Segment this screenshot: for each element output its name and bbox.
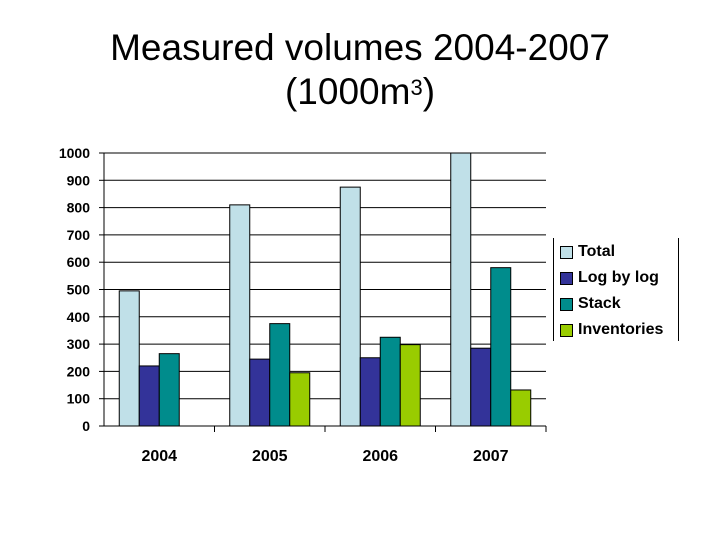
- y-tick-label: 800: [67, 200, 91, 216]
- bar-log-by-log: [138, 365, 160, 427]
- legend-label: Stack: [578, 295, 621, 312]
- y-tick-label: 200: [67, 363, 91, 379]
- bar-inventories: [510, 389, 532, 427]
- x-tick-label: 2005: [252, 448, 288, 465]
- legend-swatch: [560, 323, 573, 337]
- bar-stack: [379, 336, 401, 427]
- x-tick-label: 2007: [473, 448, 509, 465]
- x-tick-label: 2006: [362, 448, 398, 465]
- legend-item: Inventories: [560, 319, 663, 341]
- title-unit-prefix: (1000m: [284, 71, 411, 112]
- legend-label: Log by log: [578, 269, 659, 286]
- legend-swatch: [560, 245, 573, 259]
- title-line-1: Measured volumes 2004-2007: [110, 27, 610, 68]
- legend-item: Stack: [560, 293, 621, 315]
- bar-total: [339, 186, 361, 427]
- y-tick-label: 0: [82, 418, 90, 434]
- chart-legend: Total Log by log Stack Inventories: [553, 238, 679, 341]
- y-tick-label: 500: [67, 282, 91, 298]
- y-tick-label: 700: [67, 227, 91, 243]
- y-tick-label: 100: [67, 391, 91, 407]
- bar-stack: [490, 267, 512, 427]
- bar-log-by-log: [359, 357, 381, 427]
- y-tick-label: 900: [67, 172, 91, 188]
- y-tick-label: 1000: [59, 145, 90, 161]
- bar-stack: [269, 323, 291, 427]
- title-line-2: (1000m3): [0, 70, 720, 114]
- x-tick-label: 2004: [141, 448, 177, 465]
- legend-label: Inventories: [578, 321, 664, 338]
- legend-item: Log by log: [560, 267, 659, 289]
- y-tick-label: 600: [67, 254, 91, 270]
- title-unit-exponent: 3: [410, 75, 423, 100]
- bar-inventories: [399, 344, 421, 427]
- bar-inventories: [289, 372, 311, 427]
- legend-swatch: [560, 297, 573, 311]
- bar-stack: [158, 353, 180, 427]
- bar-total: [229, 204, 251, 427]
- bar-log-by-log: [470, 347, 492, 427]
- bar-total: [450, 152, 472, 427]
- bar-log-by-log: [249, 358, 271, 427]
- bar-total: [118, 290, 140, 427]
- title-unit-suffix: ): [422, 71, 436, 112]
- y-tick-label: 300: [67, 336, 91, 352]
- legend-item: Total: [560, 241, 615, 263]
- chart-title: Measured volumes 2004-2007 (1000m3): [0, 26, 720, 114]
- legend-label: Total: [578, 243, 616, 260]
- y-tick-label: 400: [67, 309, 91, 325]
- legend-swatch: [560, 271, 573, 285]
